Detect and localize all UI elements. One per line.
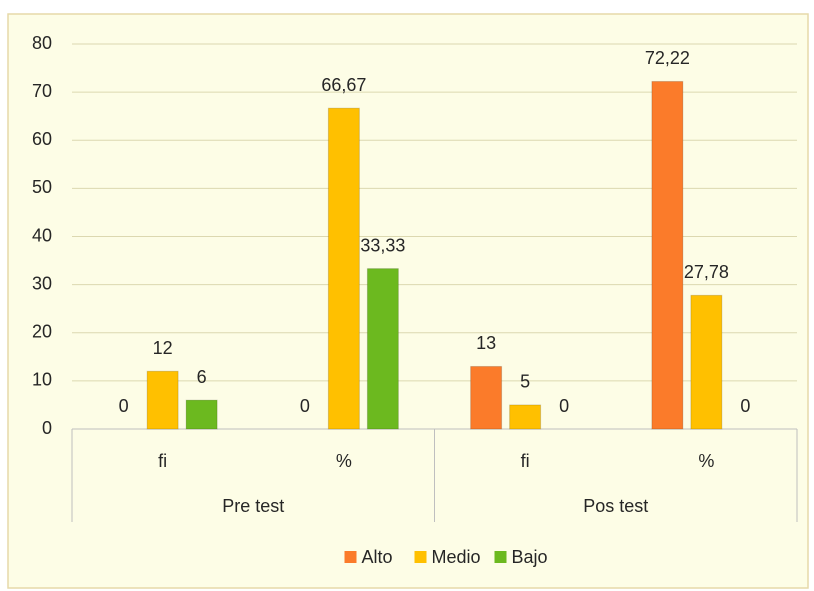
data-label: 0 <box>119 396 129 416</box>
data-label: 5 <box>520 372 530 392</box>
y-tick-label: 0 <box>42 418 52 438</box>
group-label: Pre test <box>222 496 284 516</box>
y-tick-label: 50 <box>32 177 52 197</box>
x-tick-label: fi <box>158 451 167 471</box>
legend-label: Medio <box>432 547 481 567</box>
data-label: 66,67 <box>321 75 366 95</box>
bar <box>366 268 399 430</box>
y-tick-label: 20 <box>32 322 52 342</box>
data-label: 0 <box>559 396 569 416</box>
x-tick-label: % <box>698 451 714 471</box>
data-label: 0 <box>300 396 310 416</box>
group-label: Pos test <box>583 496 648 516</box>
legend-label: Bajo <box>512 547 548 567</box>
data-label: 0 <box>740 396 750 416</box>
x-tick-label: % <box>336 451 352 471</box>
data-label: 33,33 <box>360 235 405 255</box>
y-tick-label: 10 <box>32 370 52 390</box>
chart-frame <box>7 13 809 589</box>
data-label: 27,78 <box>684 262 729 282</box>
bar <box>509 404 542 430</box>
data-label: 13 <box>476 333 496 353</box>
y-tick-label: 80 <box>32 33 52 53</box>
legend-swatch <box>494 551 507 563</box>
legend-label: Alto <box>362 547 393 567</box>
bar <box>146 370 179 430</box>
data-label: 72,22 <box>645 48 690 68</box>
y-tick-label: 40 <box>32 225 52 245</box>
bar <box>185 399 218 430</box>
legend-swatch <box>344 551 357 563</box>
y-tick-label: 60 <box>32 129 52 149</box>
bar <box>470 365 503 430</box>
x-tick-label: fi <box>521 451 530 471</box>
legend-swatch <box>414 551 427 563</box>
bar <box>327 107 360 430</box>
y-tick-label: 30 <box>32 273 52 293</box>
data-label: 12 <box>153 338 173 358</box>
y-tick-label: 70 <box>32 81 52 101</box>
bar <box>690 294 723 430</box>
data-label: 6 <box>197 367 207 387</box>
bar <box>651 80 684 430</box>
